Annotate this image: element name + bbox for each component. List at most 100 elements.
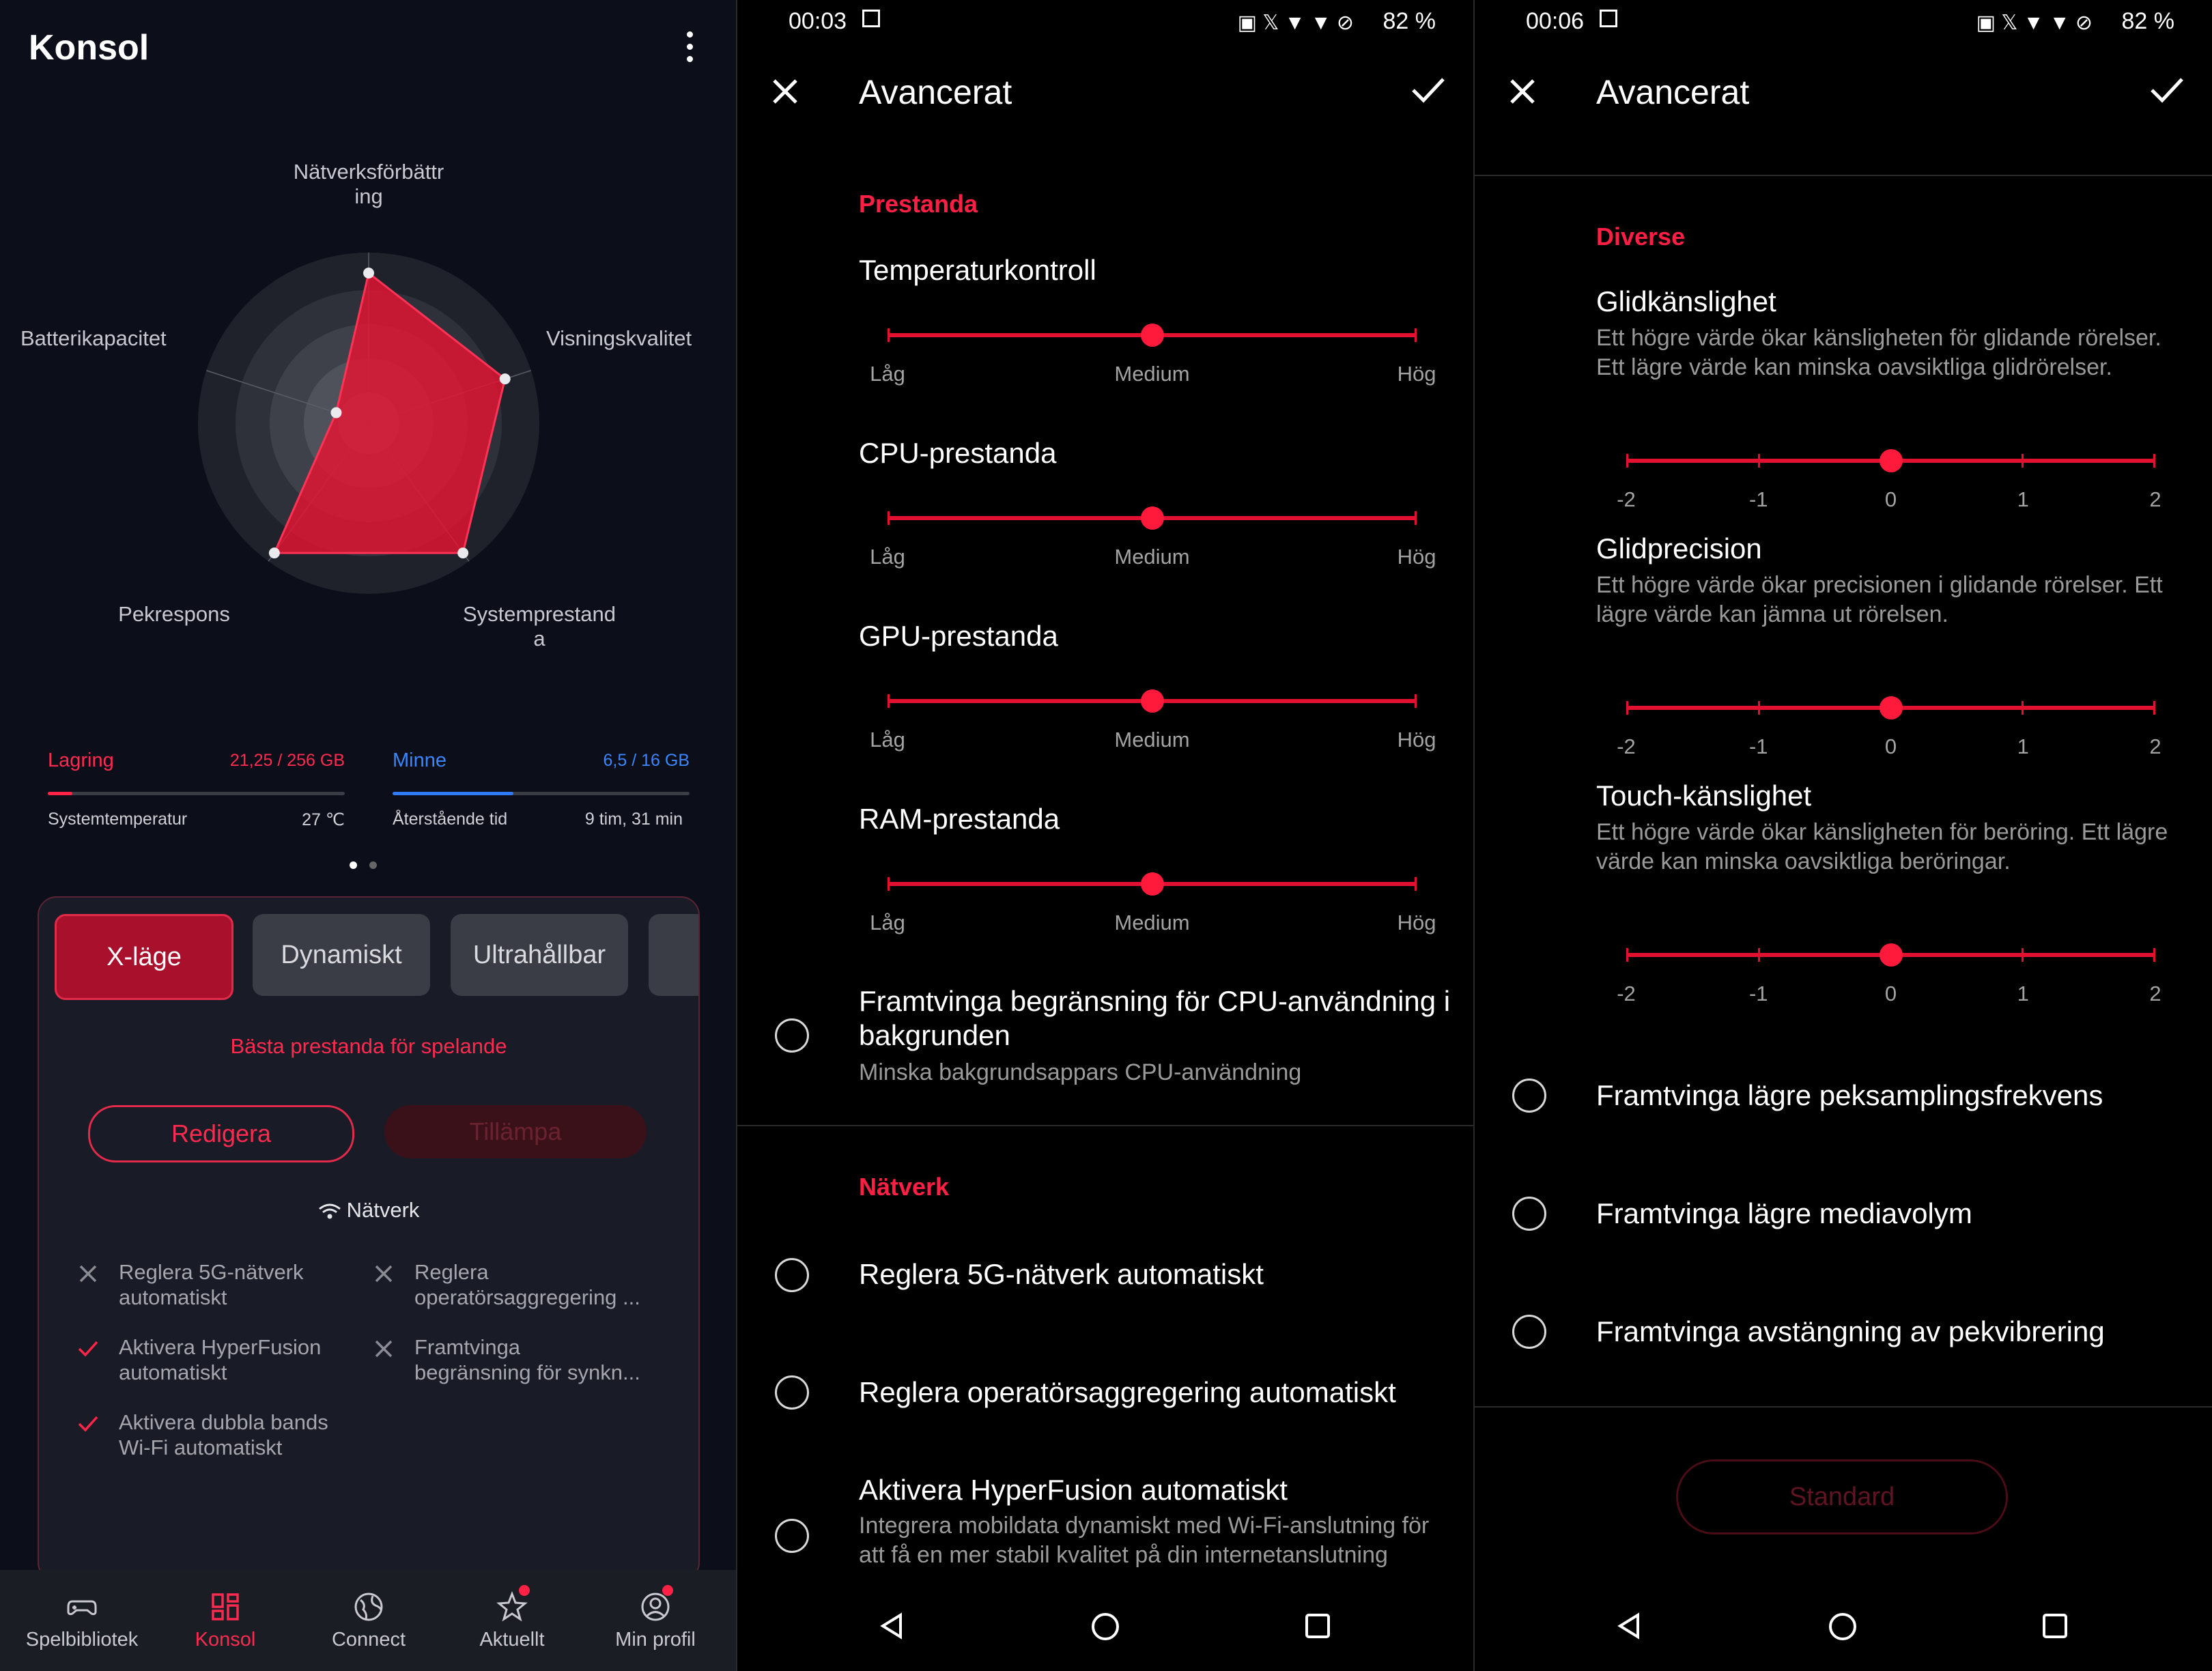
slider-scale-label: Låg: [870, 362, 905, 386]
radar-point-right: [499, 373, 511, 385]
page-indicator: [350, 860, 389, 872]
mode-ultra-button[interactable]: Ultrahållbar: [451, 914, 628, 996]
confirm-check-icon[interactable]: [2149, 75, 2185, 105]
slider-scale-label: 0: [1884, 982, 1897, 1005]
disable-touch-vibration-radio[interactable]: [1512, 1315, 1546, 1349]
slider-tick: [1758, 948, 1760, 962]
slider-scale-label: -1: [1748, 982, 1768, 1005]
lower-media-volume-option[interactable]: Framtvinga lägre mediavolym: [1596, 1197, 1972, 1229]
slider-knob[interactable]: [1879, 943, 1903, 967]
slider-knob[interactable]: [1140, 324, 1164, 347]
news-badge: [519, 1585, 530, 1596]
slider-knob[interactable]: [1140, 689, 1164, 713]
slider-knob[interactable]: [1140, 872, 1164, 896]
nav-connect[interactable]: Connect: [300, 1590, 437, 1651]
slider-tick: [1626, 454, 1628, 468]
lower-touch-sampling-radio[interactable]: [1512, 1079, 1546, 1113]
sensitivity-slider[interactable]: [1626, 696, 2155, 719]
divider: [1473, 0, 1475, 1671]
clock: 00:06: [1526, 8, 1585, 34]
slider-scale-label: -1: [1748, 734, 1768, 758]
edit-button[interactable]: Redigera: [88, 1105, 354, 1162]
more-options-icon[interactable]: [683, 31, 696, 72]
nav-news[interactable]: Aktuellt: [444, 1590, 580, 1651]
slider-scale-label: Låg: [870, 911, 905, 934]
cpu-limit-title[interactable]: Framtvinga begränsning för CPU-användnin…: [859, 985, 1451, 1051]
hyperfusion-title[interactable]: Aktivera HyperFusion automatiskt: [859, 1474, 1288, 1506]
sensitivity-slider[interactable]: [1626, 943, 2155, 967]
page-title: Avancerat: [859, 73, 1012, 111]
section-performance: Prestanda: [859, 190, 978, 218]
slider-tick: [1415, 511, 1417, 525]
close-icon[interactable]: [770, 76, 800, 106]
sensitivity-slider[interactable]: [1626, 449, 2155, 472]
lower-media-volume-radio[interactable]: [1512, 1197, 1546, 1231]
carrier-aggregation-radio[interactable]: [775, 1375, 809, 1410]
slider-knob[interactable]: [1879, 449, 1903, 472]
slider-scale-label: Medium: [1114, 728, 1190, 752]
slider-knob[interactable]: [1140, 506, 1164, 530]
slider-description: Ett högre värde ökar precisionen i glida…: [1596, 572, 2163, 627]
cross-icon: [375, 1340, 393, 1358]
performance-slider[interactable]: [888, 324, 1417, 347]
section-misc: Diverse: [1596, 223, 1686, 251]
confirm-check-icon[interactable]: [1410, 75, 1446, 105]
close-icon[interactable]: [1507, 76, 1537, 106]
slider-scale-label: Hög: [1397, 911, 1436, 934]
slider-title: GPU-prestanda: [859, 620, 1058, 652]
recents-icon[interactable]: [1304, 1612, 1331, 1640]
apply-button[interactable]: Tillämpa: [384, 1105, 647, 1158]
radar-point-left: [330, 407, 342, 418]
slider-scale-label: Hög: [1397, 362, 1436, 386]
home-icon[interactable]: [1090, 1611, 1121, 1642]
performance-slider[interactable]: [888, 689, 1417, 713]
status-bar: 00:03 ▣ 𝕏 ▼ ▼ ⊘ 82 %: [737, 0, 1473, 48]
nav-profile[interactable]: Min profil: [587, 1590, 724, 1651]
recents-icon[interactable]: [2041, 1612, 2069, 1640]
mode-x-button[interactable]: X-läge: [55, 914, 233, 1000]
slider-scale-label: Medium: [1114, 911, 1190, 934]
lower-touch-sampling-option[interactable]: Framtvinga lägre peksamplingsfrekvens: [1596, 1079, 2103, 1111]
slider-scale-label: Låg: [870, 728, 905, 752]
disable-touch-vibration-option[interactable]: Framtvinga avstängning av pekvibrering: [1596, 1315, 2105, 1347]
network-label: Nätverk: [346, 1198, 420, 1222]
profile-icon: [641, 1593, 670, 1621]
slider-tick: [1415, 877, 1417, 891]
nav-label: Aktuellt: [479, 1629, 545, 1651]
carrier-aggregation-option[interactable]: Reglera operatörsaggregering automatiskt: [859, 1376, 1396, 1408]
divider: [1475, 1406, 2212, 1408]
check-icon: [78, 1341, 98, 1357]
slider-knob[interactable]: [1879, 696, 1903, 719]
slider-scale-label: 2: [2149, 982, 2161, 1005]
auto-5g-option[interactable]: Reglera 5G-nätverk automatiskt: [859, 1258, 1264, 1290]
slider-title: Glidprecision: [1596, 532, 1762, 565]
nav-console[interactable]: Konsol: [157, 1590, 294, 1651]
slider-description: Ett högre värde ökar känsligheten för gl…: [1596, 325, 2161, 380]
default-button[interactable]: Standard: [1676, 1459, 2008, 1534]
performance-slider[interactable]: [888, 506, 1417, 530]
back-icon[interactable]: [1615, 1611, 1645, 1641]
slider-tick: [2022, 454, 2024, 468]
feature-item: Reglera operatörsaggregering ...: [414, 1260, 640, 1309]
slider-scale-label: 1: [2017, 734, 2029, 758]
profile-badge: [662, 1585, 673, 1596]
nav-game-library[interactable]: Spelbibliotek: [14, 1590, 150, 1651]
slider-scale-label: -2: [1617, 734, 1636, 758]
radar-label-system: Systemprestand a: [463, 602, 616, 651]
slider-tick: [888, 877, 890, 891]
home-icon[interactable]: [1827, 1611, 1858, 1642]
slider-tick: [1626, 701, 1628, 715]
slider-description: Ett högre värde ökar känsligheten för be…: [1596, 819, 2168, 874]
battery-level: 82 %: [2121, 8, 2175, 34]
mode-dynamic-button[interactable]: Dynamiskt: [253, 914, 430, 996]
back-icon[interactable]: [877, 1611, 907, 1641]
divider: [1475, 175, 2212, 176]
nav-label: Min profil: [615, 1629, 696, 1651]
network-heading: Nätverk: [39, 1198, 698, 1223]
auto-5g-radio[interactable]: [775, 1258, 809, 1292]
cpu-limit-radio[interactable]: [775, 1018, 809, 1053]
hyperfusion-radio[interactable]: [775, 1519, 809, 1553]
remaining-time-label: Återstående tid: [393, 810, 508, 829]
performance-slider[interactable]: [888, 872, 1417, 896]
mode-more-button[interactable]: [649, 914, 698, 996]
